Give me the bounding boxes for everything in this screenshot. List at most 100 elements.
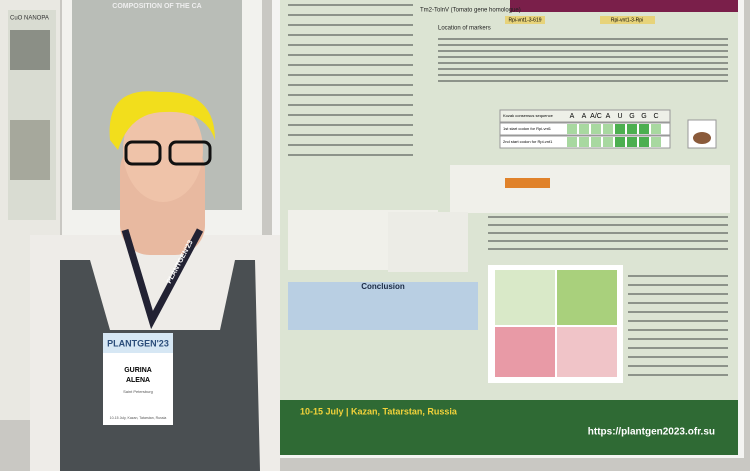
icon-potato bbox=[693, 132, 711, 144]
text-line bbox=[288, 104, 413, 106]
text-line bbox=[288, 94, 413, 96]
lanyard bbox=[121, 228, 204, 330]
text-line bbox=[628, 275, 728, 277]
conclusion-heading: Conclusion bbox=[361, 282, 405, 291]
left-poster-title: CuO NANOPA bbox=[10, 16, 49, 22]
kozak-letter: G bbox=[629, 113, 634, 120]
kozak-letter: A/C bbox=[590, 113, 602, 120]
marker-label: Location of markers bbox=[438, 26, 491, 32]
table-row bbox=[499, 109, 671, 123]
kozak-cell bbox=[579, 137, 589, 147]
footer-dates: 10-15 July | Kazan, Tatarstan, Russia bbox=[300, 406, 458, 416]
alignment bbox=[450, 165, 730, 213]
text-line bbox=[628, 338, 728, 340]
poster-banner bbox=[510, 0, 738, 12]
face bbox=[123, 98, 203, 202]
alignment-highlight bbox=[505, 178, 550, 188]
footer-url: https://plantgen2023.ofr.su bbox=[588, 427, 715, 438]
marker-box bbox=[505, 16, 545, 24]
gene-label: Tm2-TolnV (Tomato gene homologue) bbox=[420, 8, 521, 14]
badge-header bbox=[103, 333, 173, 353]
text-line bbox=[628, 293, 728, 295]
text-line bbox=[288, 34, 413, 36]
badge-first-name: ALENA bbox=[126, 377, 150, 384]
table-row-label: 1st start codon for Rpi-vnt1 bbox=[503, 126, 552, 131]
kozak-cell bbox=[639, 137, 649, 147]
kozak-cell bbox=[567, 124, 577, 134]
kozak-cell bbox=[591, 137, 601, 147]
plot-quadrant bbox=[495, 327, 555, 377]
marker-box bbox=[600, 16, 655, 24]
badge-dates: 10-15 July, Kazan, Tatarstan, Russia bbox=[110, 416, 167, 420]
kozak-cell bbox=[591, 124, 601, 134]
kozak-letter: A bbox=[570, 113, 575, 120]
poster-image bbox=[10, 120, 50, 180]
kozak-cell bbox=[579, 124, 589, 134]
text-line bbox=[438, 38, 728, 40]
marker-2: Rpi-vnt1-3-Rpi bbox=[611, 17, 643, 23]
text-line bbox=[288, 14, 413, 16]
badge-city: Saint Petersburg bbox=[123, 389, 153, 394]
text-line bbox=[438, 56, 728, 58]
text-line bbox=[288, 114, 413, 116]
text-line bbox=[628, 356, 728, 358]
text-line bbox=[488, 216, 728, 218]
plot-quadrant bbox=[495, 270, 555, 325]
hair bbox=[109, 91, 215, 150]
badge-event: PLANTGEN'23 bbox=[107, 338, 169, 348]
kozak-cell bbox=[567, 137, 577, 147]
kozak-table: Kozak consensus sequence 1st start codon … bbox=[499, 109, 671, 149]
text-line bbox=[288, 124, 413, 126]
kozak-letter: A bbox=[582, 113, 587, 120]
text-line bbox=[288, 84, 413, 86]
kozak-cell bbox=[627, 124, 637, 134]
kozak-cell bbox=[615, 137, 625, 147]
kozak-cell bbox=[651, 137, 661, 147]
plot-quadrant bbox=[557, 270, 617, 325]
text-line bbox=[288, 154, 413, 156]
text-line bbox=[488, 240, 728, 242]
text-line bbox=[288, 64, 413, 66]
text-line bbox=[438, 62, 728, 64]
text-line bbox=[628, 374, 728, 376]
text-line bbox=[628, 365, 728, 367]
badge-surname: GURINA bbox=[124, 367, 152, 374]
text-line bbox=[288, 54, 413, 56]
text-line bbox=[288, 4, 413, 6]
marker-1: Rpi-vnt1-3-619 bbox=[508, 17, 541, 23]
kozak-cell bbox=[603, 137, 613, 147]
table-row-label: 2nd start codon for Rpi-vnt1 bbox=[503, 139, 553, 144]
plot-quadrant bbox=[557, 327, 617, 377]
text-line bbox=[438, 68, 728, 70]
kozak-cell bbox=[615, 124, 625, 134]
kozak-cell bbox=[603, 124, 613, 134]
text-line bbox=[438, 44, 728, 46]
center-poster-title: COMPOSITION OF THE CA bbox=[112, 3, 201, 10]
text-line bbox=[288, 24, 413, 26]
text-line bbox=[628, 347, 728, 349]
text-line bbox=[488, 248, 728, 250]
kozak-letter: G bbox=[641, 113, 646, 120]
kozak-cell bbox=[651, 124, 661, 134]
text-line bbox=[288, 74, 413, 76]
table-row-label: Kozak consensus sequence bbox=[503, 113, 554, 118]
text-line bbox=[488, 232, 728, 234]
text-line bbox=[628, 284, 728, 286]
kozak-cell bbox=[639, 124, 649, 134]
poster-image bbox=[10, 30, 50, 70]
text-line bbox=[628, 320, 728, 322]
alignment bbox=[388, 212, 468, 272]
kozak-letter: U bbox=[617, 113, 622, 120]
text-line bbox=[628, 329, 728, 331]
text-line bbox=[628, 311, 728, 313]
text-line bbox=[288, 134, 413, 136]
glasses bbox=[168, 140, 212, 166]
text-line bbox=[288, 144, 413, 146]
kozak-letter: C bbox=[653, 113, 658, 120]
text-line bbox=[438, 80, 728, 82]
text-line bbox=[438, 50, 728, 52]
text-line bbox=[628, 302, 728, 304]
kozak-cell bbox=[627, 137, 637, 147]
